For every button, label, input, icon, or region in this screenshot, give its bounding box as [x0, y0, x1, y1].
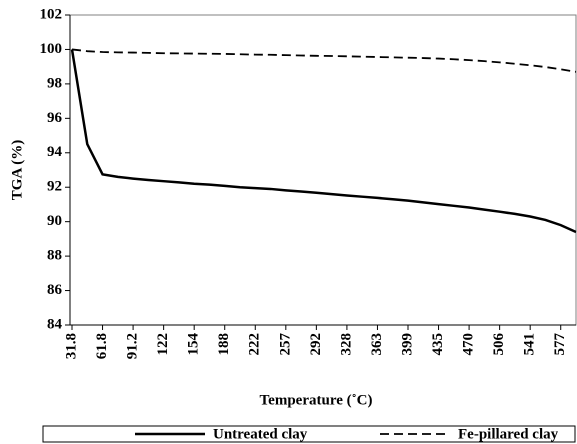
y-tick-label: 96: [47, 110, 63, 126]
x-tick-label: 292: [308, 333, 324, 356]
x-tick-label: 222: [247, 333, 263, 356]
y-tick-label: 84: [47, 316, 63, 332]
y-tick-label: 102: [40, 6, 63, 22]
x-axis-title: Temperature (˚C): [260, 392, 373, 408]
x-tick-label: 506: [491, 333, 507, 356]
y-tick-label: 92: [47, 179, 62, 195]
y-tick-label: 98: [47, 75, 62, 91]
x-tick-label: 257: [277, 333, 293, 356]
x-tick-label: 31.8: [63, 333, 79, 359]
legend-box: [42, 425, 576, 443]
x-tick-label: 328: [338, 333, 354, 356]
y-tick-label: 88: [47, 248, 62, 264]
x-tick-label: 577: [552, 333, 568, 356]
x-tick-label: 399: [399, 333, 415, 356]
x-tick-label: 541: [522, 333, 538, 356]
x-tick-label: 363: [369, 333, 385, 356]
series-line: [71, 48, 577, 73]
legend-label: Untreated clay: [213, 426, 308, 442]
y-axis-title: TGA (%): [9, 140, 25, 200]
x-tick-label: 122: [155, 333, 171, 356]
x-tick-label: 61.8: [94, 333, 110, 359]
y-tick-label: 94: [47, 144, 63, 160]
x-tick-label: 154: [186, 333, 202, 356]
x-tick-label: 188: [216, 333, 232, 356]
y-tick-label: 100: [40, 41, 63, 57]
y-tick-label: 90: [47, 213, 62, 229]
x-tick-label: 435: [430, 333, 446, 356]
x-tick-label: 91.2: [125, 333, 141, 359]
legend-label: Fe-pillared clay: [458, 426, 559, 442]
y-tick-label: 86: [47, 282, 63, 298]
series-line: [70, 49, 577, 234]
x-tick-label: 470: [461, 333, 477, 356]
